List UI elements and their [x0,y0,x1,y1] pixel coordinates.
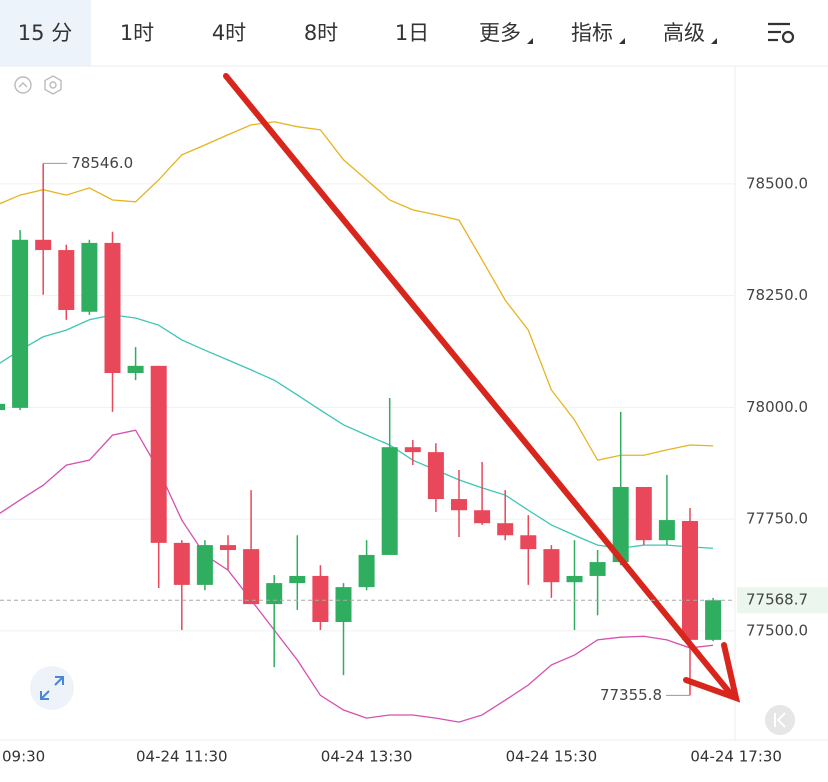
candle-body [150,365,167,543]
dropdown-caret [619,38,625,44]
max-label: 78546.0 [71,154,133,172]
tab[interactable]: 4时 [212,21,246,45]
settings-icon[interactable] [768,22,795,44]
candle-body [12,239,29,408]
y-tick-label: 78000.0 [746,398,808,416]
candle-body [289,575,306,584]
candle-body [220,545,236,551]
candle-body [243,549,260,605]
candle-body [358,554,375,588]
y-tick-label: 77500.0 [746,621,808,639]
candle-body [497,523,514,536]
y-tick-label: 78250.0 [746,286,808,304]
candle-body [404,447,421,453]
tab[interactable]: 指标 [571,21,613,45]
trend-arrow [223,73,741,703]
indicator-icons[interactable] [14,75,62,95]
candle-body [81,242,98,312]
candle-body [451,499,467,511]
candle-body [543,549,560,583]
candle-body [35,239,52,251]
last-price-label: 77568.7 [746,591,808,609]
candle-body [612,486,629,563]
y-tick-label: 78500.0 [746,174,808,192]
expand-button[interactable] [30,666,74,710]
tab[interactable]: 更多 [479,21,521,45]
candle-body [266,583,283,605]
x-tick-label: 09:30 [2,748,45,766]
back-to-latest-button[interactable] [765,705,795,735]
candle-body [589,562,606,576]
tab[interactable]: 高级 [663,21,705,45]
candle-body [682,520,698,640]
candle-body [635,486,652,541]
candle-body [312,575,329,622]
candle-body [658,520,675,541]
candle-body [127,365,144,373]
candle-body [474,510,491,524]
candle-body [427,452,444,500]
candle-body [104,242,121,373]
candle-body [335,587,352,622]
x-tick-label: 04-24 17:30 [690,748,782,766]
candle-body [381,447,398,555]
dropdown-caret [711,38,717,44]
dropdown-caret [527,38,533,44]
x-tick-label: 04-24 11:30 [136,748,228,766]
tab-selected-bg [0,0,91,66]
min-label: 77355.8 [600,686,662,704]
candle-body [520,535,537,550]
last-price-bg [737,587,828,614]
tab[interactable]: 1日 [395,21,429,45]
candle-body [196,545,213,585]
y-tick-label: 77750.0 [746,510,808,528]
band-line [0,121,714,461]
candle-body [566,575,583,583]
candle-body [0,403,5,411]
candle-body [705,600,722,640]
plot-area [0,121,735,723]
candle-body [173,542,190,585]
x-tick-label: 04-24 15:30 [506,748,598,766]
tab[interactable]: 8时 [304,21,338,45]
x-tick-label: 04-24 13:30 [321,748,413,766]
tab[interactable]: 1时 [120,21,154,45]
tab[interactable]: 15 分 [18,21,72,45]
band-line [0,429,714,723]
candle-body [58,250,75,310]
toolbar [0,0,828,66]
